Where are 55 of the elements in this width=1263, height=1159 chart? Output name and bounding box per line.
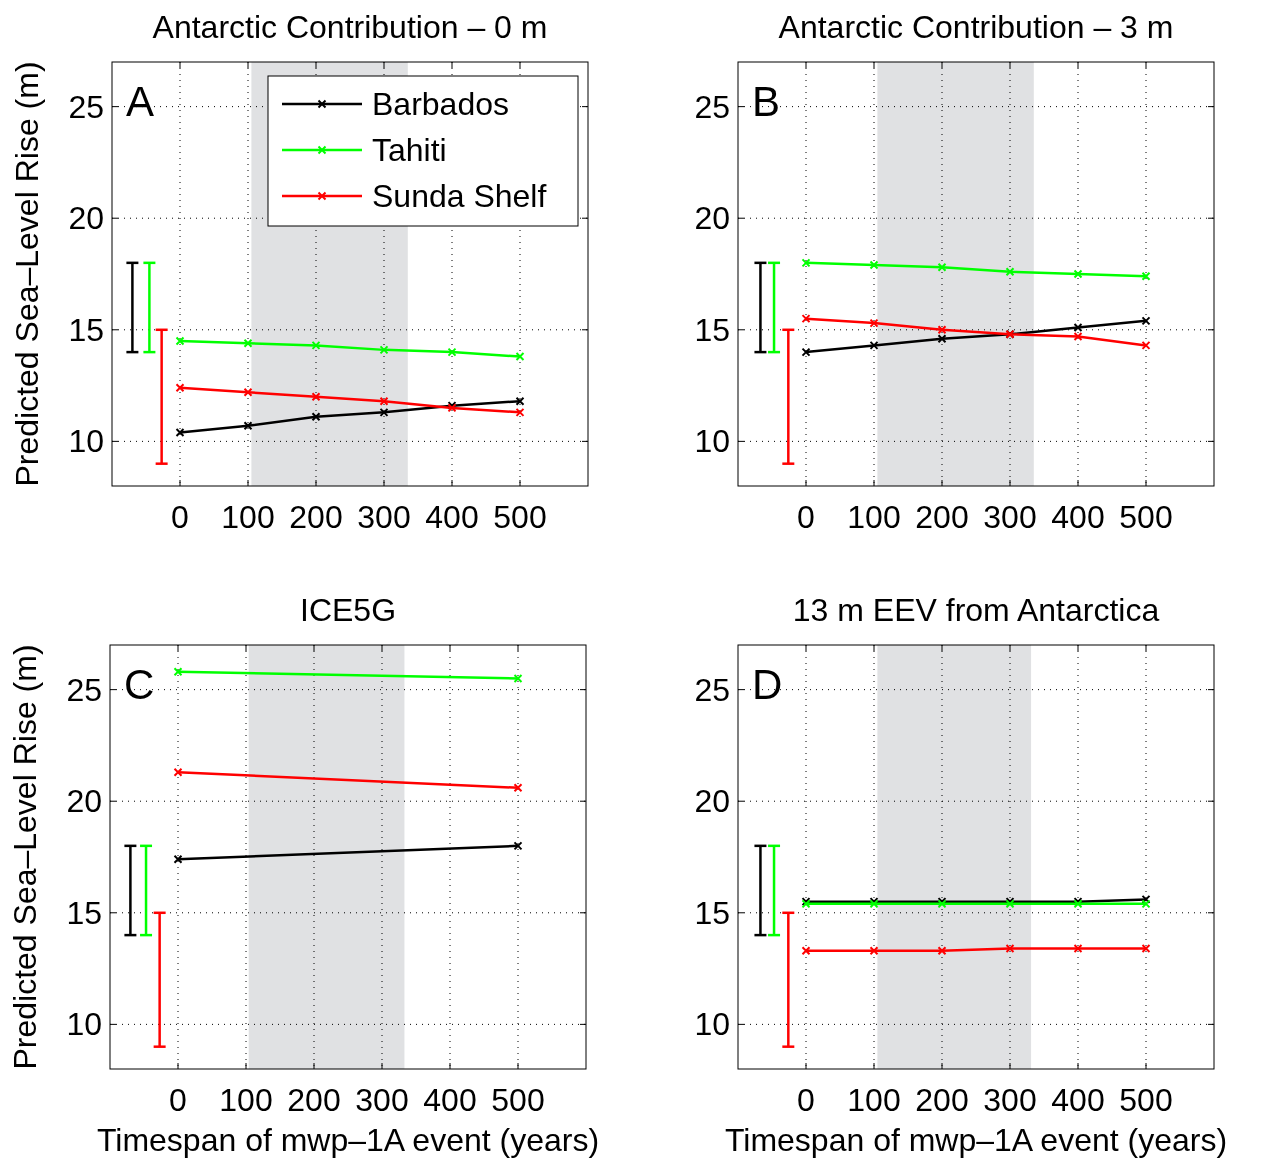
y-tick-label: 15 (694, 311, 730, 348)
x-tick-label: 500 (1119, 1082, 1173, 1118)
y-tick-label: 25 (694, 88, 730, 125)
x-tick-label: 300 (355, 1082, 409, 1118)
y-tick-label: 10 (694, 423, 730, 460)
y-tick-label: 20 (694, 783, 730, 820)
y-tick-label: 15 (694, 894, 730, 931)
annotation: C (124, 661, 155, 708)
x-tick-label: 100 (847, 1082, 901, 1118)
y-tick-label: 15 (66, 894, 102, 931)
x-tick-label: 0 (171, 499, 189, 535)
x-tick-label: 500 (493, 499, 547, 535)
annotation: B (752, 78, 781, 125)
x-axis-title: Timespan of mwp–1A event (years) (96, 1122, 600, 1158)
legend-label: Barbados (372, 86, 509, 122)
x-tick-label: 100 (221, 499, 275, 535)
y-tick-label: 25 (68, 88, 104, 125)
x-axis-title: Timespan of mwp–1A event (years) (724, 1122, 1228, 1158)
x-tick-label: 200 (287, 1082, 341, 1118)
x-tick-label: 200 (289, 499, 343, 535)
x-tick-label: 400 (423, 1082, 477, 1118)
y-tick-label: 15 (68, 311, 104, 348)
x-tick-label: 100 (847, 499, 901, 535)
x-tick-label: 0 (797, 1082, 815, 1118)
x-tick-label: 100 (219, 1082, 273, 1118)
y-tick-label: 10 (66, 1006, 102, 1043)
x-tick-label: 300 (357, 499, 411, 535)
chart-title: ICE5G (299, 592, 397, 628)
y-tick-label: 25 (66, 671, 102, 708)
legend-label: Sunda Shelf (372, 178, 547, 214)
y-tick-label: 20 (66, 783, 102, 820)
chart-title: 13 m EEV from Antarctica (792, 592, 1160, 628)
y-tick-label: 20 (68, 200, 104, 237)
x-tick-label: 500 (491, 1082, 545, 1118)
annotation: D (752, 661, 783, 708)
y-tick-label: 25 (694, 671, 730, 708)
y-axis-title: Predicted Sea–Level Rise (m) (7, 644, 43, 1070)
chart-title: Antarctic Contribution – 3 m (778, 9, 1174, 45)
x-tick-label: 200 (915, 499, 969, 535)
x-tick-label: 0 (797, 499, 815, 535)
chart-title: Antarctic Contribution – 0 m (152, 9, 548, 45)
x-tick-label: 400 (1051, 499, 1105, 535)
x-tick-label: 400 (1051, 1082, 1105, 1118)
x-tick-label: 200 (915, 1082, 969, 1118)
y-tick-label: 20 (694, 200, 730, 237)
x-tick-label: 300 (983, 1082, 1037, 1118)
x-tick-label: 0 (169, 1082, 187, 1118)
x-tick-label: 300 (983, 499, 1037, 535)
x-tick-label: 400 (425, 499, 479, 535)
y-axis-title: Predicted Sea–Level Rise (m) (9, 61, 45, 487)
annotation: A (126, 78, 155, 125)
legend-label: Tahiti (372, 132, 447, 168)
x-tick-label: 500 (1119, 499, 1173, 535)
y-tick-label: 10 (694, 1006, 730, 1043)
y-tick-label: 10 (68, 423, 104, 460)
